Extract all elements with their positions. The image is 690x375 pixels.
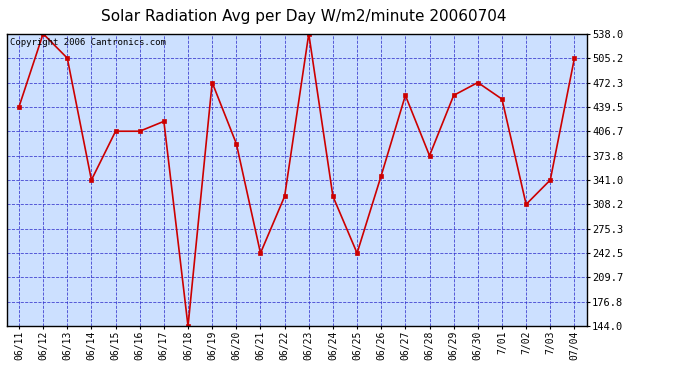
Text: Solar Radiation Avg per Day W/m2/minute 20060704: Solar Radiation Avg per Day W/m2/minute … xyxy=(101,9,506,24)
Text: Copyright 2006 Cantronics.com: Copyright 2006 Cantronics.com xyxy=(10,38,166,47)
